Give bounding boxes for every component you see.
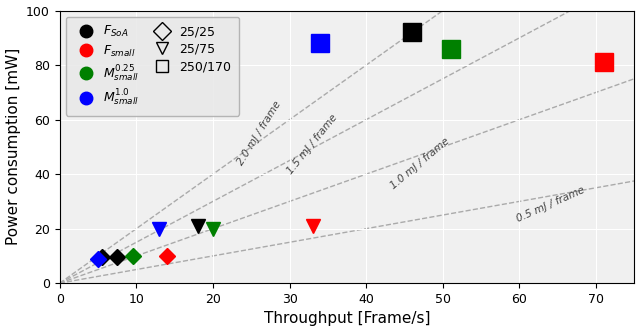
Text: 0.5 mJ / frame: 0.5 mJ / frame	[515, 185, 586, 224]
X-axis label: Throughput [Frame/s]: Throughput [Frame/s]	[264, 311, 430, 326]
Text: 2.0 mJ / frame: 2.0 mJ / frame	[236, 99, 283, 167]
Y-axis label: Power consumption [mW]: Power consumption [mW]	[6, 48, 20, 245]
Legend: $F_{SoA}$, $F_{small}$, $M^{0.25}_{small}$, $M^{1.0}_{small}$, 25/25, 25/75, 250: $F_{SoA}$, $F_{small}$, $M^{0.25}_{small…	[66, 17, 239, 116]
Text: 1.0 mJ / frame: 1.0 mJ / frame	[388, 136, 451, 191]
Text: 1.5 mJ / frame: 1.5 mJ / frame	[285, 112, 340, 176]
